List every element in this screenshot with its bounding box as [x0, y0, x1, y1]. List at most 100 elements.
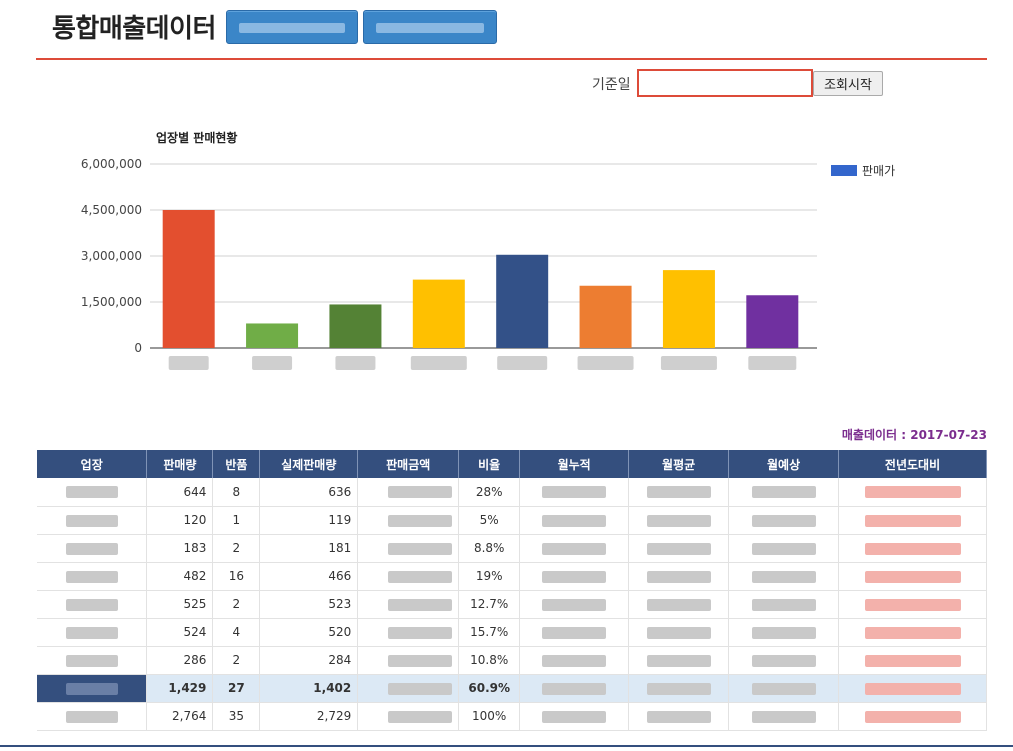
cell-store	[37, 478, 148, 507]
redacted-value	[65, 514, 118, 527]
col-header[interactable]: 실제판매량	[259, 450, 359, 478]
cell-avg	[628, 478, 730, 507]
table-header-row: 업장 판매량 반품 실제판매량 판매금액 비율 월누적 월평균 월예상 전년도대…	[37, 450, 987, 478]
col-header[interactable]: 비율	[458, 450, 521, 478]
cell-yoy	[838, 590, 987, 619]
chart-legend: 판매가	[831, 162, 895, 179]
redacted-value	[65, 626, 118, 639]
redacted-category-label	[252, 356, 293, 370]
cell-sales: 524	[146, 618, 214, 647]
redacted-value	[65, 598, 118, 611]
cell-returns: 27	[212, 674, 261, 703]
cell-sales: 482	[146, 562, 214, 591]
cell-cum	[519, 618, 630, 647]
redacted-value	[65, 682, 118, 695]
table-row: 1,429 27 1,402 60.9%	[37, 674, 987, 703]
col-header[interactable]: 월예상	[728, 450, 840, 478]
footer-line	[0, 745, 1013, 747]
redacted-value	[542, 486, 607, 499]
bar	[246, 323, 299, 348]
cell-amount	[357, 702, 460, 731]
y-tick-label: 0	[134, 341, 142, 355]
cell-cum	[519, 506, 630, 535]
bar	[579, 285, 632, 348]
cell-yoy	[838, 702, 987, 731]
redacted-value	[646, 514, 711, 527]
cell-yoy	[838, 534, 987, 563]
header-button-2[interactable]	[363, 10, 497, 44]
redacted-category-label	[335, 356, 376, 370]
cell-store	[37, 618, 148, 647]
search-button[interactable]: 조회시작	[813, 71, 883, 96]
col-header[interactable]: 반품	[212, 450, 261, 478]
cell-returns: 1	[212, 506, 261, 535]
cell-avg	[628, 562, 730, 591]
cell-amount	[357, 534, 460, 563]
bar	[662, 270, 715, 348]
cell-forecast	[728, 674, 840, 703]
cell-store	[37, 562, 148, 591]
y-tick-label: 6,000,000	[81, 157, 142, 171]
table-row: 482 16 466 19%	[37, 562, 987, 591]
chart-title: 업장별 판매현황	[156, 131, 238, 145]
redacted-value	[864, 654, 961, 667]
redacted-value	[864, 542, 961, 555]
y-tick-label: 3,000,000	[81, 249, 142, 263]
cell-ratio: 12.7%	[458, 590, 521, 619]
legend-label: 판매가	[862, 164, 896, 178]
date-input[interactable]	[637, 69, 813, 97]
redacted-value	[388, 710, 453, 723]
col-header[interactable]: 업장	[37, 450, 148, 478]
table-row: 183 2 181 8.8%	[37, 534, 987, 563]
cell-net: 636	[259, 478, 359, 507]
redacted-value	[864, 514, 961, 527]
cell-ratio: 19%	[458, 562, 521, 591]
col-header[interactable]: 월평균	[628, 450, 730, 478]
table-row: 2,764 35 2,729 100%	[37, 702, 987, 731]
cell-ratio: 8.8%	[458, 534, 521, 563]
redacted-value	[864, 626, 961, 639]
redacted-value	[751, 626, 816, 639]
col-header[interactable]: 월누적	[519, 450, 630, 478]
redacted-value	[65, 542, 118, 555]
cell-cum	[519, 702, 630, 731]
cell-returns: 4	[212, 618, 261, 647]
cell-sales: 525	[146, 590, 214, 619]
cell-returns: 35	[212, 702, 261, 731]
redacted-value	[388, 514, 453, 527]
redacted-value	[65, 710, 118, 723]
cell-avg	[628, 534, 730, 563]
cell-forecast	[728, 534, 840, 563]
cell-cum	[519, 646, 630, 675]
col-header[interactable]: 판매량	[146, 450, 214, 478]
table-row: 644 8 636 28%	[37, 478, 987, 507]
col-header[interactable]: 판매금액	[357, 450, 460, 478]
header-button-1[interactable]	[226, 10, 358, 44]
cell-amount	[357, 674, 460, 703]
cell-returns: 2	[212, 534, 261, 563]
cell-yoy	[838, 646, 987, 675]
bar	[746, 295, 799, 348]
redacted-category-label	[497, 356, 548, 370]
redacted-value	[646, 626, 711, 639]
redacted-value	[864, 598, 961, 611]
cell-amount	[357, 646, 460, 675]
cell-forecast	[728, 506, 840, 535]
redacted-value	[542, 654, 607, 667]
bar	[412, 279, 465, 348]
bar	[162, 210, 215, 348]
redacted-value	[751, 598, 816, 611]
cell-store	[37, 590, 148, 619]
redacted-value	[542, 710, 607, 723]
data-date: 매출데이터 : 2017-07-23	[841, 428, 987, 442]
redacted-value	[65, 654, 118, 667]
cell-sales: 644	[146, 478, 214, 507]
redacted-value	[864, 682, 961, 695]
y-tick-label: 4,500,000	[81, 203, 142, 217]
col-header[interactable]: 전년도대비	[838, 450, 987, 478]
redacted-category-label	[168, 356, 209, 370]
redacted-value	[751, 486, 816, 499]
cell-net: 523	[259, 590, 359, 619]
cell-ratio: 100%	[458, 702, 521, 731]
cell-forecast	[728, 702, 840, 731]
